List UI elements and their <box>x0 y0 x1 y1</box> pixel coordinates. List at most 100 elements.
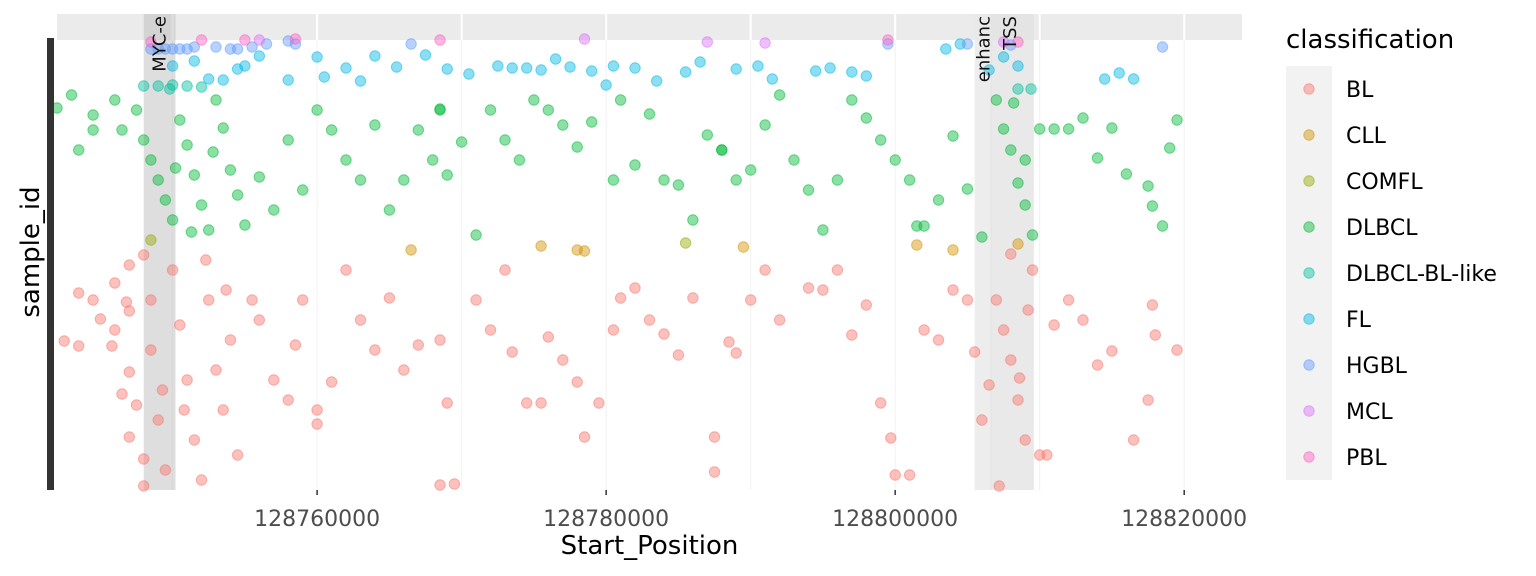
data-point <box>549 53 562 65</box>
data-point <box>145 154 157 166</box>
data-point <box>390 61 403 73</box>
data-point <box>1171 344 1183 356</box>
data-point <box>679 237 692 249</box>
data-point <box>448 478 461 490</box>
data-point <box>535 64 547 76</box>
data-point <box>1091 359 1104 371</box>
region-band <box>990 14 1034 490</box>
data-point <box>253 50 265 62</box>
legend-key <box>1303 451 1315 463</box>
data-point <box>687 214 699 226</box>
data-point <box>947 130 959 142</box>
data-point <box>607 60 620 72</box>
data-point <box>1012 177 1024 189</box>
data-point <box>398 364 410 376</box>
data-point <box>340 264 352 276</box>
data-point <box>903 174 916 186</box>
data-point <box>138 134 150 146</box>
axes: 128760000 128780000 128800000 128820000 Star… <box>16 38 1247 561</box>
data-point <box>773 89 786 101</box>
data-point <box>58 335 70 347</box>
data-point <box>1012 60 1024 72</box>
data-point <box>217 122 229 134</box>
data-point <box>607 174 620 186</box>
data-point <box>571 141 583 153</box>
data-point <box>123 366 136 378</box>
data-point <box>470 229 482 241</box>
data-point <box>152 80 164 92</box>
data-point <box>1146 299 1159 311</box>
x-tick-label: 128820000 <box>1121 507 1247 532</box>
data-point <box>1091 152 1104 164</box>
data-point <box>106 340 118 352</box>
data-point <box>369 50 381 62</box>
data-point <box>289 339 302 351</box>
data-point <box>65 89 78 101</box>
data-point <box>239 34 251 46</box>
data-point <box>253 314 265 326</box>
data-point <box>860 70 872 82</box>
data-point <box>672 349 685 361</box>
data-point <box>434 479 446 491</box>
data-point <box>730 174 742 186</box>
data-point <box>614 94 627 106</box>
data-point <box>882 38 894 50</box>
data-point <box>239 219 251 231</box>
data-point <box>1099 73 1111 85</box>
legend-label: DLBCL-BL-like <box>1346 262 1497 287</box>
data-point <box>73 287 85 299</box>
data-point <box>788 154 800 166</box>
data-point <box>557 119 569 131</box>
data-point <box>268 374 280 386</box>
data-point <box>174 114 186 126</box>
data-point <box>210 364 222 376</box>
data-point <box>586 116 598 128</box>
legend-key <box>1303 175 1315 187</box>
data-point <box>535 240 547 252</box>
data-point <box>130 399 143 411</box>
data-point <box>369 344 381 356</box>
data-point <box>737 241 750 253</box>
data-point <box>557 354 569 366</box>
data-point <box>1062 123 1075 135</box>
data-point <box>542 331 554 343</box>
data-point <box>203 224 215 236</box>
legend-key <box>1303 267 1315 279</box>
data-point <box>405 244 417 256</box>
data-point <box>181 43 193 55</box>
data-point <box>846 66 858 78</box>
data-point <box>195 199 208 211</box>
x-tick-label: 128800000 <box>832 507 958 532</box>
data-point <box>932 194 945 206</box>
data-point <box>831 264 844 276</box>
legend-key-background <box>1286 66 1332 480</box>
data-point <box>810 65 822 77</box>
data-point <box>961 183 974 195</box>
region-labels: MYC-e enhanc TSS <box>150 16 1022 82</box>
data-point <box>1113 67 1125 79</box>
legend-label: CLL <box>1346 124 1387 149</box>
data-point <box>185 226 198 238</box>
data-point <box>759 119 771 131</box>
data-point <box>593 397 605 409</box>
data-point <box>123 431 136 443</box>
data-point <box>875 134 887 146</box>
data-point <box>817 284 829 296</box>
data-point <box>484 324 497 336</box>
data-point <box>87 124 99 136</box>
data-point <box>203 294 215 306</box>
data-point <box>145 36 157 48</box>
region-label: enhanc <box>973 16 994 82</box>
plot-panel <box>57 14 1242 40</box>
data-point <box>1106 122 1118 134</box>
data-point <box>116 388 128 400</box>
data-point <box>253 171 265 183</box>
data-point <box>297 294 309 306</box>
data-point <box>586 65 598 77</box>
data-point <box>116 124 128 136</box>
data-point <box>169 162 182 174</box>
data-point <box>947 284 959 296</box>
data-point <box>1077 112 1089 124</box>
data-point <box>983 64 995 76</box>
data-point <box>889 154 901 166</box>
